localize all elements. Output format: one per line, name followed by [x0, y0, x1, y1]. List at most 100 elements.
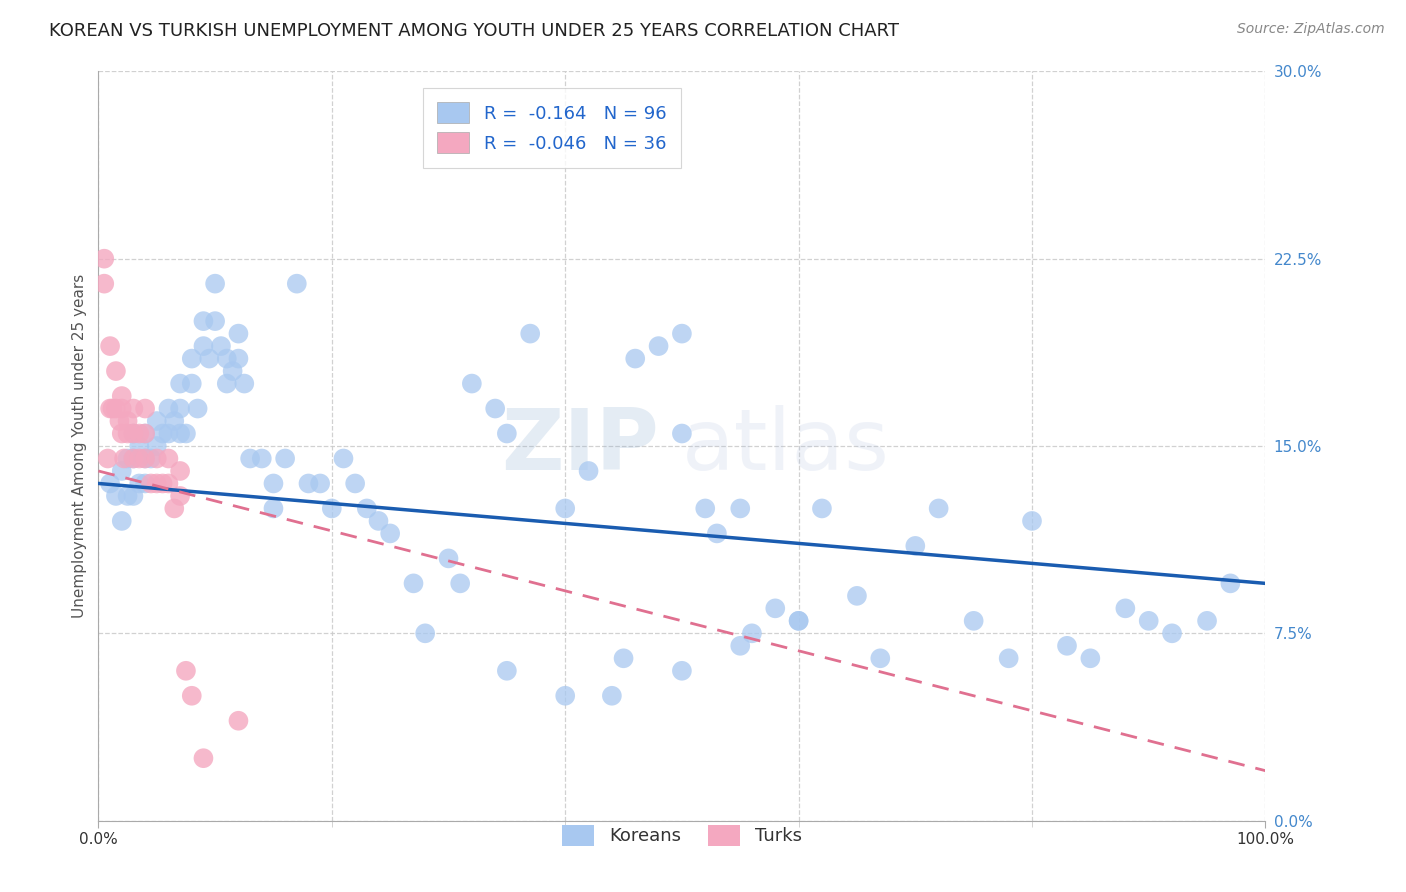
- Point: [134, 451, 156, 466]
- Point: [146, 414, 169, 428]
- Point: [221, 364, 243, 378]
- Point: [111, 401, 134, 416]
- Point: [111, 464, 134, 478]
- Point: [134, 451, 156, 466]
- Point: [193, 339, 215, 353]
- Point: [402, 576, 425, 591]
- Point: [846, 589, 869, 603]
- Point: [169, 464, 191, 478]
- Point: [193, 314, 215, 328]
- Point: [157, 476, 180, 491]
- Point: [180, 376, 202, 391]
- Point: [228, 326, 250, 341]
- Point: [356, 501, 378, 516]
- Point: [706, 526, 728, 541]
- Point: [1021, 514, 1043, 528]
- Point: [297, 476, 319, 491]
- Point: [146, 451, 169, 466]
- Point: [111, 426, 134, 441]
- Point: [101, 401, 124, 416]
- Point: [180, 351, 202, 366]
- Point: [228, 714, 250, 728]
- Point: [671, 426, 693, 441]
- Legend: Koreans, Turks: Koreans, Turks: [555, 818, 808, 853]
- Point: [174, 664, 197, 678]
- Y-axis label: Unemployment Among Youth under 25 years: Unemployment Among Youth under 25 years: [72, 274, 87, 618]
- Point: [811, 501, 834, 516]
- Point: [97, 451, 120, 466]
- Point: [380, 526, 402, 541]
- Point: [215, 351, 238, 366]
- Point: [554, 501, 576, 516]
- Point: [139, 476, 162, 491]
- Point: [309, 476, 332, 491]
- Point: [117, 451, 139, 466]
- Point: [578, 464, 600, 478]
- Point: [787, 614, 810, 628]
- Point: [928, 501, 950, 516]
- Point: [1137, 614, 1160, 628]
- Point: [344, 476, 367, 491]
- Point: [193, 751, 215, 765]
- Point: [763, 601, 786, 615]
- Point: [671, 664, 693, 678]
- Point: [198, 351, 221, 366]
- Point: [1195, 614, 1218, 628]
- Point: [98, 339, 121, 353]
- Point: [117, 414, 139, 428]
- Point: [169, 426, 191, 441]
- Point: [262, 501, 284, 516]
- Point: [1114, 601, 1136, 615]
- Text: Source: ZipAtlas.com: Source: ZipAtlas.com: [1237, 22, 1385, 37]
- Point: [1056, 639, 1078, 653]
- Point: [1219, 576, 1241, 591]
- Point: [730, 501, 752, 516]
- Point: [128, 451, 150, 466]
- Point: [1161, 626, 1184, 640]
- Point: [215, 376, 238, 391]
- Point: [413, 626, 436, 640]
- Point: [997, 651, 1019, 665]
- Point: [146, 439, 169, 453]
- Point: [108, 414, 131, 428]
- Point: [174, 426, 197, 441]
- Point: [128, 439, 150, 453]
- Point: [624, 351, 647, 366]
- Point: [111, 389, 134, 403]
- Point: [647, 339, 669, 353]
- Point: [228, 351, 250, 366]
- Point: [730, 639, 752, 653]
- Point: [104, 489, 127, 503]
- Point: [285, 277, 308, 291]
- Point: [117, 489, 139, 503]
- Point: [112, 451, 135, 466]
- Point: [904, 539, 927, 553]
- Point: [262, 476, 284, 491]
- Point: [169, 489, 191, 503]
- Point: [152, 426, 174, 441]
- Point: [367, 514, 389, 528]
- Point: [787, 614, 810, 628]
- Point: [152, 476, 174, 491]
- Point: [613, 651, 636, 665]
- Text: KOREAN VS TURKISH UNEMPLOYMENT AMONG YOUTH UNDER 25 YEARS CORRELATION CHART: KOREAN VS TURKISH UNEMPLOYMENT AMONG YOU…: [49, 22, 900, 40]
- Point: [869, 651, 891, 665]
- Point: [163, 501, 186, 516]
- Point: [134, 426, 156, 441]
- Point: [169, 401, 191, 416]
- Point: [554, 689, 576, 703]
- Point: [449, 576, 471, 591]
- Point: [111, 514, 134, 528]
- Point: [122, 451, 145, 466]
- Point: [117, 426, 139, 441]
- Point: [128, 426, 150, 441]
- Point: [157, 401, 180, 416]
- Point: [741, 626, 763, 640]
- Point: [671, 326, 693, 341]
- Point: [146, 476, 169, 491]
- Point: [496, 426, 519, 441]
- Text: atlas: atlas: [682, 404, 890, 488]
- Point: [122, 426, 145, 441]
- Point: [437, 551, 460, 566]
- Point: [104, 364, 127, 378]
